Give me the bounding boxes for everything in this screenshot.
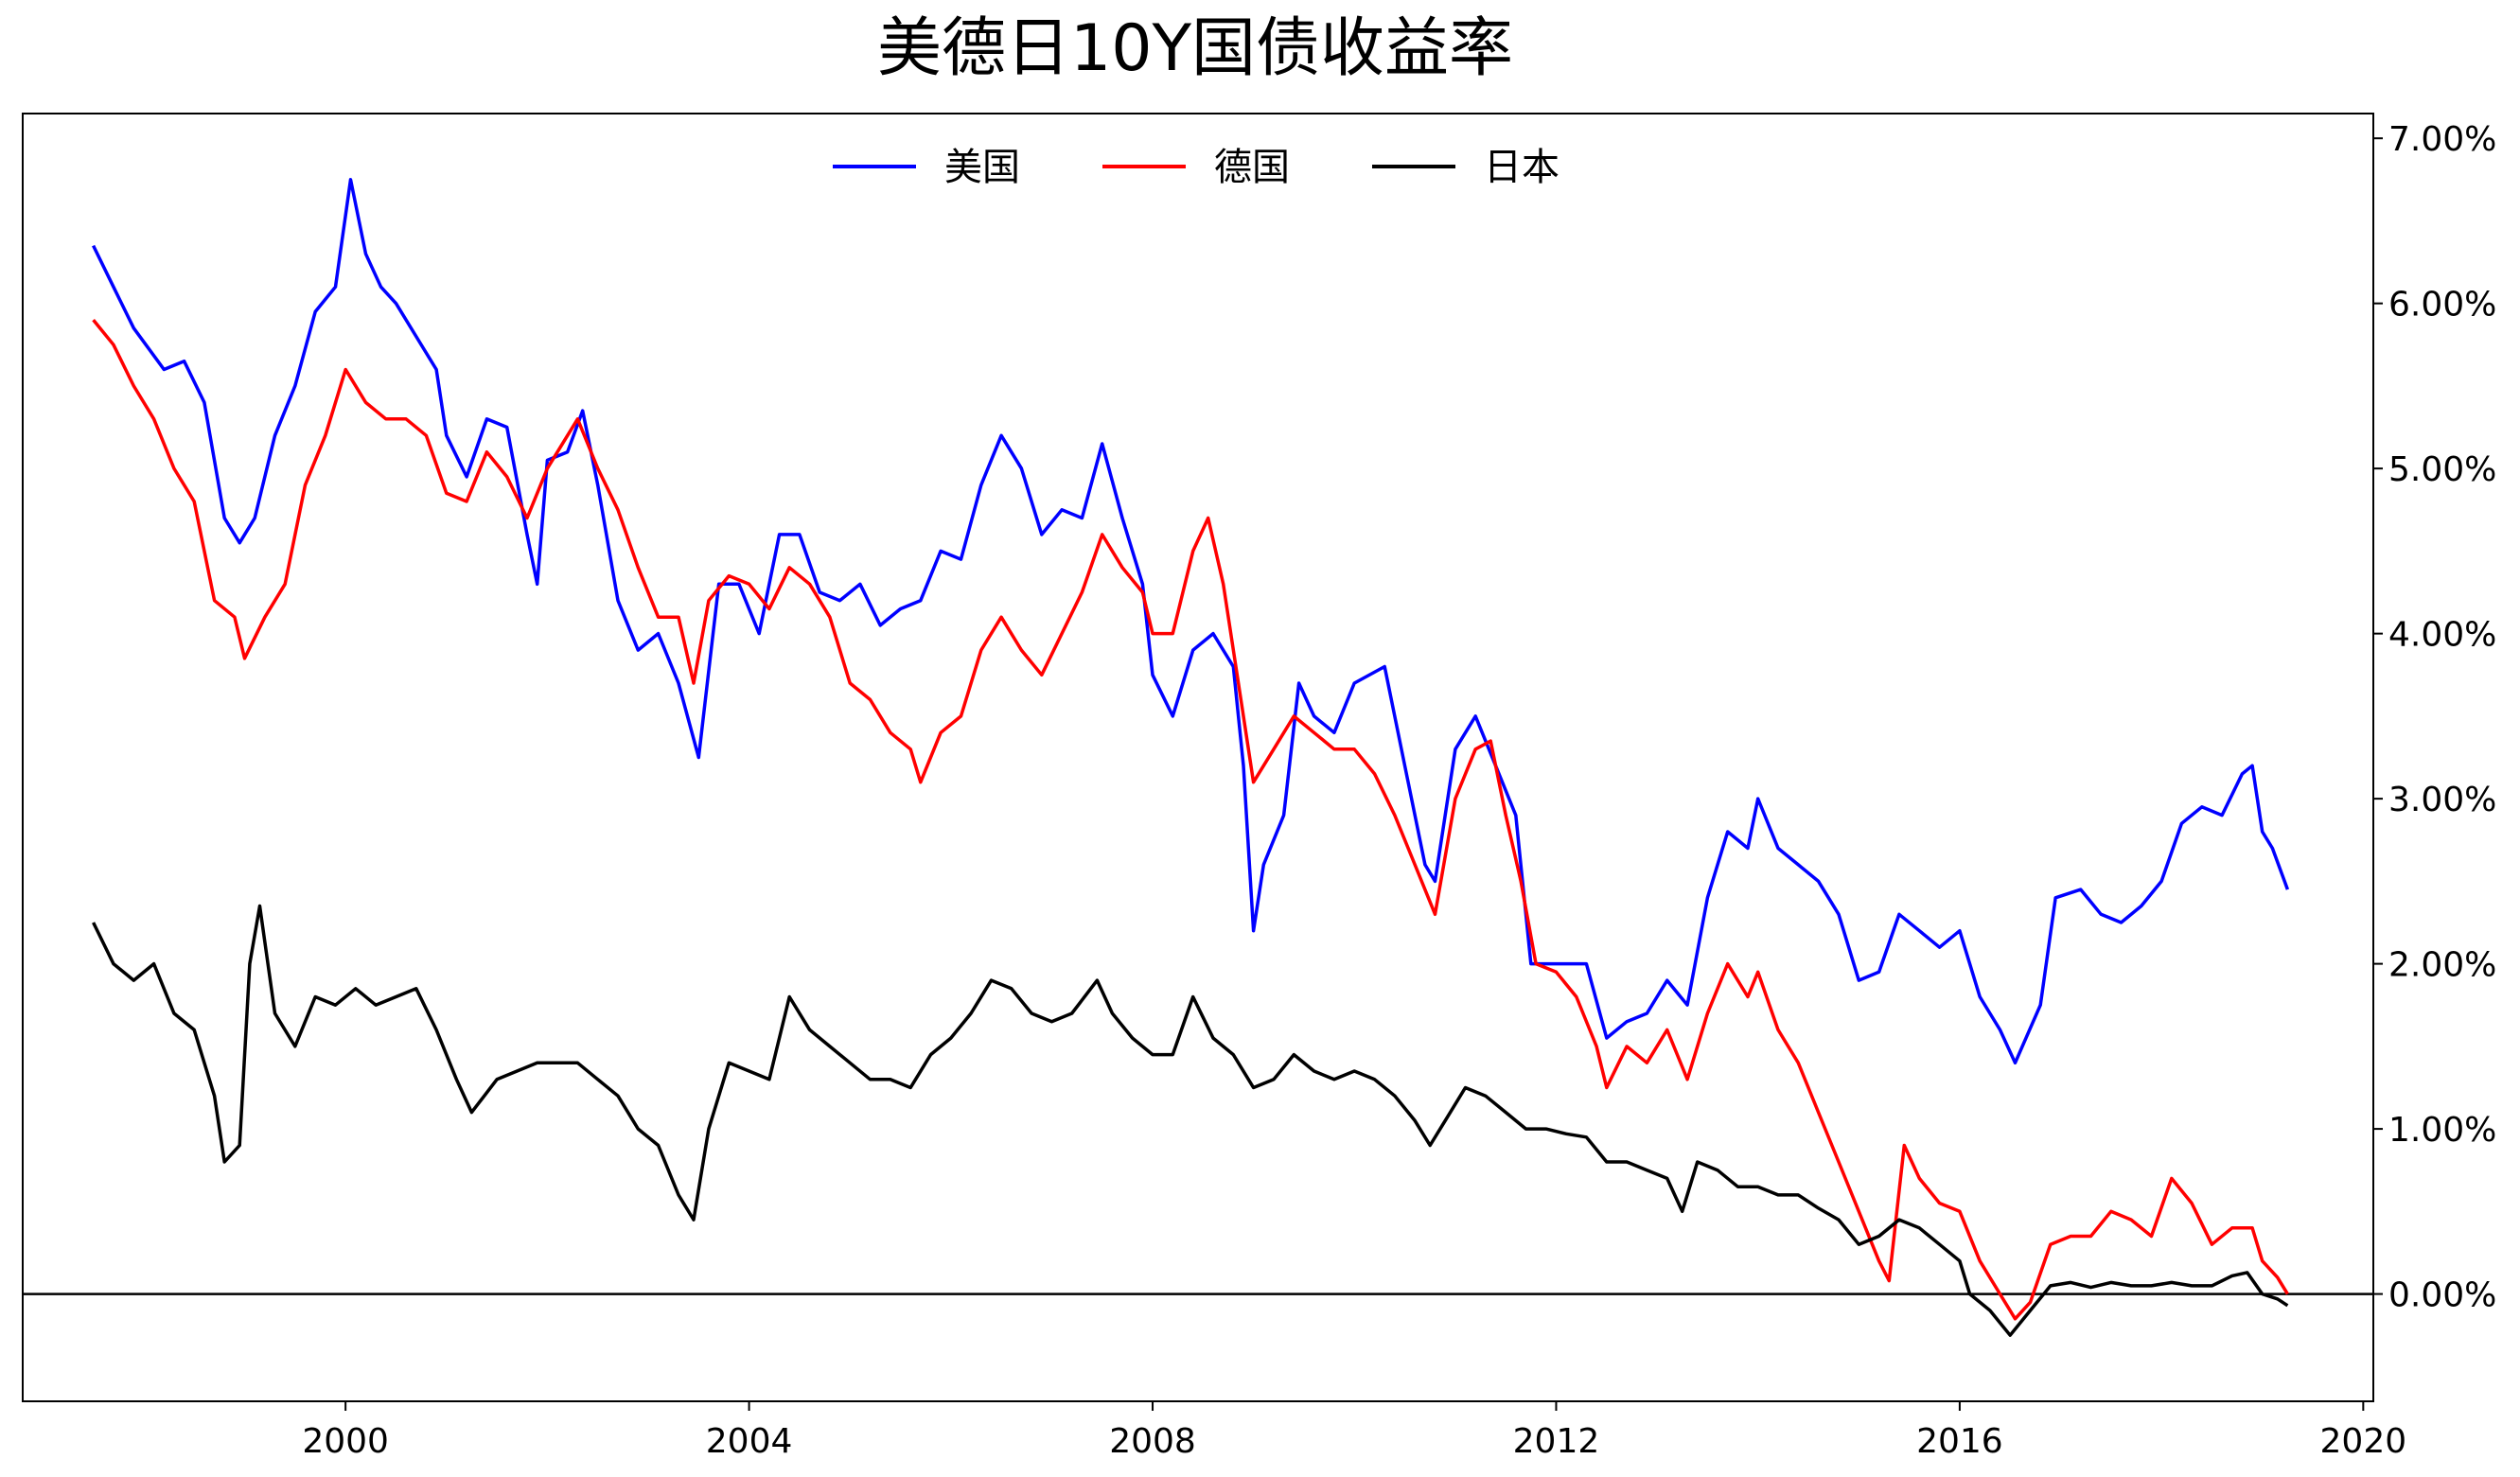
x-tick-label: 2012: [1513, 1422, 1600, 1461]
chart-title: 美德日10Y国债收益率: [877, 11, 1513, 86]
y-tick-label: 0.00%: [2388, 1276, 2496, 1315]
x-tick-label: 2020: [2320, 1422, 2407, 1461]
series-line-germany: [92, 318, 2289, 1321]
plot-frame: [22, 113, 2374, 1402]
y-tick-label: 3.00%: [2388, 781, 2496, 819]
y-tick-label: 1.00%: [2388, 1111, 2496, 1150]
x-tick-label: 2000: [302, 1422, 389, 1461]
x-tick-label: 2016: [1916, 1422, 2003, 1461]
x-tick-label: 2008: [1109, 1422, 1196, 1461]
x-axis: 2000 2004 2008 2012 2016 2020: [302, 1401, 2406, 1461]
series-layer: [92, 178, 2290, 1337]
legend: 美国 德国 日本: [833, 146, 1560, 189]
series-line-us: [92, 178, 2290, 1065]
y-tick-label: 2.00%: [2388, 946, 2496, 985]
y-axis: 0.00% 1.00% 2.00% 3.00% 4.00% 5.00% 6.00% 7.00%: [2373, 120, 2496, 1315]
legend-label-us: 美国: [944, 146, 1020, 189]
y-tick-label: 6.00%: [2388, 286, 2496, 325]
legend-label-japan: 日本: [1484, 146, 1560, 189]
y-tick-label: 7.00%: [2388, 120, 2496, 159]
x-tick-label: 2004: [706, 1422, 793, 1461]
y-tick-label: 5.00%: [2388, 450, 2496, 489]
series-line-japan: [92, 904, 2289, 1337]
legend-label-germany: 德国: [1214, 146, 1290, 189]
y-tick-label: 4.00%: [2388, 616, 2496, 655]
